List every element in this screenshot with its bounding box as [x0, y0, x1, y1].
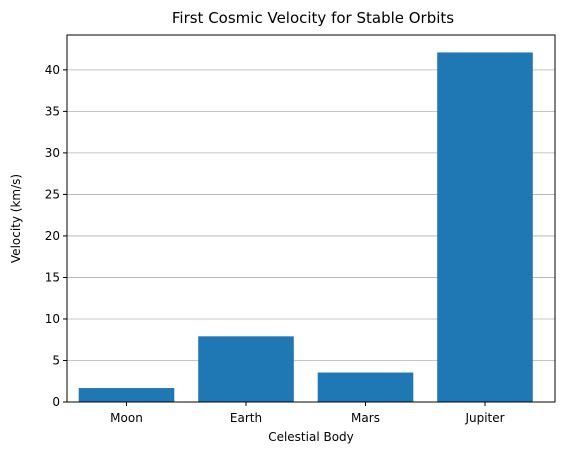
chart-title: First Cosmic Velocity for Stable Orbits	[172, 9, 454, 27]
bars	[78, 52, 533, 403]
y-tick-label: 10	[45, 312, 60, 326]
y-tick-label: 0	[52, 395, 60, 409]
x-axis-label: Celestial Body	[268, 430, 354, 444]
y-tick-label: 35	[45, 104, 60, 118]
y-axis-label: Velocity (km/s)	[9, 174, 23, 263]
y-axis-ticks: 0 5 10 15 20 25 30 35 40	[45, 63, 67, 409]
y-tick-label: 30	[45, 146, 60, 160]
x-tick-label: Jupiter	[464, 411, 504, 425]
bar-moon	[78, 388, 175, 402]
plot-frame	[66, 34, 556, 403]
y-tick-label: 20	[45, 229, 60, 243]
y-tick-label: 15	[45, 270, 60, 284]
x-tick-label: Moon	[110, 411, 143, 425]
bar-mars	[317, 372, 414, 402]
x-tick-label: Mars	[351, 411, 380, 425]
x-axis-ticks: Moon Earth Mars Jupiter	[110, 402, 505, 425]
y-tick-label: 40	[45, 63, 60, 77]
y-tick-label: 5	[52, 353, 60, 367]
y-tick-label: 25	[45, 187, 60, 201]
x-tick-label: Earth	[230, 411, 262, 425]
y-gridlines	[67, 69, 555, 403]
bar-jupiter	[437, 52, 533, 403]
bar-earth	[198, 336, 294, 402]
